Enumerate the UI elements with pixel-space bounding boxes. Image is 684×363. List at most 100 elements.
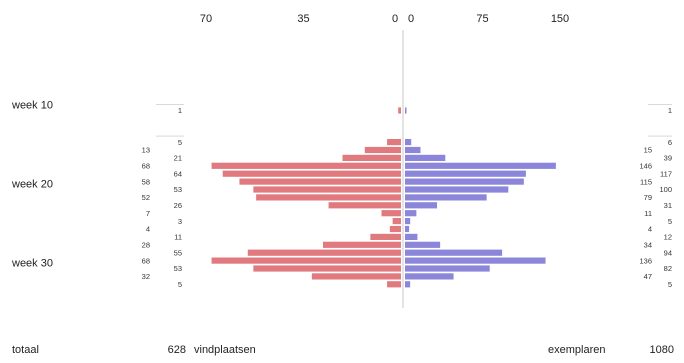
left-value-label: 68 <box>142 256 150 265</box>
footer-left-series-label: vindplaatsen <box>194 344 256 356</box>
left-bar <box>392 218 401 225</box>
left-value-label: 5 <box>178 280 182 289</box>
left-value-label: 3 <box>178 217 182 226</box>
right-bar <box>405 265 490 272</box>
left-value-label: 5 <box>178 138 182 147</box>
footer-left-total: 628 <box>168 344 186 356</box>
left-bar <box>247 249 401 256</box>
right-tick-label: 0 <box>408 13 414 25</box>
right-bar <box>405 249 503 256</box>
left-bar <box>253 265 401 272</box>
left-value-label: 28 <box>142 241 150 250</box>
left-bar <box>311 273 401 280</box>
left-tick-label: 70 <box>200 13 212 25</box>
right-value-label: 47 <box>644 272 652 281</box>
left-value-label: 32 <box>142 272 150 281</box>
left-value-label: 7 <box>146 209 150 218</box>
right-tick-label: 150 <box>551 13 569 25</box>
left-value-label: 11 <box>174 233 182 242</box>
right-value-label: 117 <box>660 169 672 178</box>
left-bar <box>398 107 401 114</box>
left-bar <box>222 170 401 177</box>
right-bar <box>405 233 418 240</box>
left-value-label: 53 <box>174 185 182 194</box>
left-bar <box>211 162 401 169</box>
right-value-label: 100 <box>659 185 672 194</box>
right-bar <box>405 241 441 248</box>
right-value-label: 15 <box>644 146 652 155</box>
left-value-label: 68 <box>142 162 150 171</box>
left-bar <box>389 225 401 233</box>
right-bar <box>405 218 411 225</box>
footer-total-label: totaal <box>12 344 39 356</box>
right-value-label: 4 <box>648 225 652 234</box>
right-bar <box>405 202 438 209</box>
right-bar <box>405 273 454 280</box>
right-value-label: 12 <box>664 233 672 242</box>
left-value-label: 55 <box>174 248 182 257</box>
left-value-label: 64 <box>174 169 182 178</box>
right-value-label: 5 <box>668 217 672 226</box>
right-value-label: 1 <box>668 106 672 115</box>
week-labels: week 10 week 20 week 30 <box>11 100 53 270</box>
left-tick-label: 35 <box>297 13 309 25</box>
left-bar <box>387 139 401 146</box>
left-value-label: 53 <box>174 264 182 273</box>
week-label: week 20 <box>11 179 53 191</box>
left-bar <box>211 257 401 264</box>
right-tick-label: 75 <box>476 13 488 25</box>
right-value-label: 6 <box>668 138 672 147</box>
left-axis-ticks: 70 35 0 <box>200 13 398 25</box>
left-value-label: 52 <box>142 193 150 202</box>
right-value-label: 146 <box>639 162 652 171</box>
right-value-label: 11 <box>644 209 652 218</box>
left-value-label: 1 <box>178 106 182 115</box>
right-bar <box>405 257 546 264</box>
right-value-label: 5 <box>668 280 672 289</box>
right-value-label: 115 <box>640 177 652 186</box>
left-bar <box>256 194 401 201</box>
left-bar <box>253 186 401 193</box>
left-value-label: 26 <box>174 201 182 210</box>
left-value-label: 13 <box>142 146 150 155</box>
right-bar <box>405 210 417 217</box>
left-bar <box>328 202 401 209</box>
right-bar <box>405 186 509 193</box>
right-value-label: 136 <box>639 256 652 265</box>
left-bar <box>387 281 401 288</box>
right-axis-ticks: 0 75 150 <box>408 13 569 25</box>
right-value-label: 39 <box>664 154 672 163</box>
left-value-labels: 1 5 13 21 68 64 58 53 52 26 7 3 4 11 28 55 68 53 32 5 <box>142 106 182 289</box>
right-bar <box>405 162 556 169</box>
right-value-label: 79 <box>644 193 652 202</box>
right-bar <box>405 107 407 114</box>
right-value-label: 94 <box>664 248 672 257</box>
left-bars <box>211 107 401 288</box>
footer-right-total: 1080 <box>650 344 674 356</box>
right-bar <box>405 281 411 288</box>
left-bar <box>370 233 401 240</box>
right-value-label: 82 <box>664 264 672 273</box>
right-bar <box>405 146 421 154</box>
left-bar <box>239 178 401 185</box>
left-bar <box>364 146 401 154</box>
right-bar <box>405 154 446 161</box>
footer-right-series-label: exemplaren <box>548 344 605 356</box>
right-value-label: 34 <box>644 241 652 250</box>
right-bar <box>405 225 410 233</box>
right-value-label: 31 <box>664 201 672 210</box>
left-bar <box>342 154 401 161</box>
left-tick-label: 0 <box>392 13 398 25</box>
number-brackets <box>156 104 672 137</box>
right-bar <box>405 139 412 146</box>
week-label: week 30 <box>11 258 53 270</box>
left-bar <box>381 210 401 217</box>
week-label: week 10 <box>11 100 53 112</box>
left-value-label: 4 <box>146 225 150 234</box>
right-bars <box>405 107 556 288</box>
right-bar <box>405 194 487 201</box>
left-value-label: 58 <box>142 177 150 186</box>
left-bar <box>323 241 401 248</box>
